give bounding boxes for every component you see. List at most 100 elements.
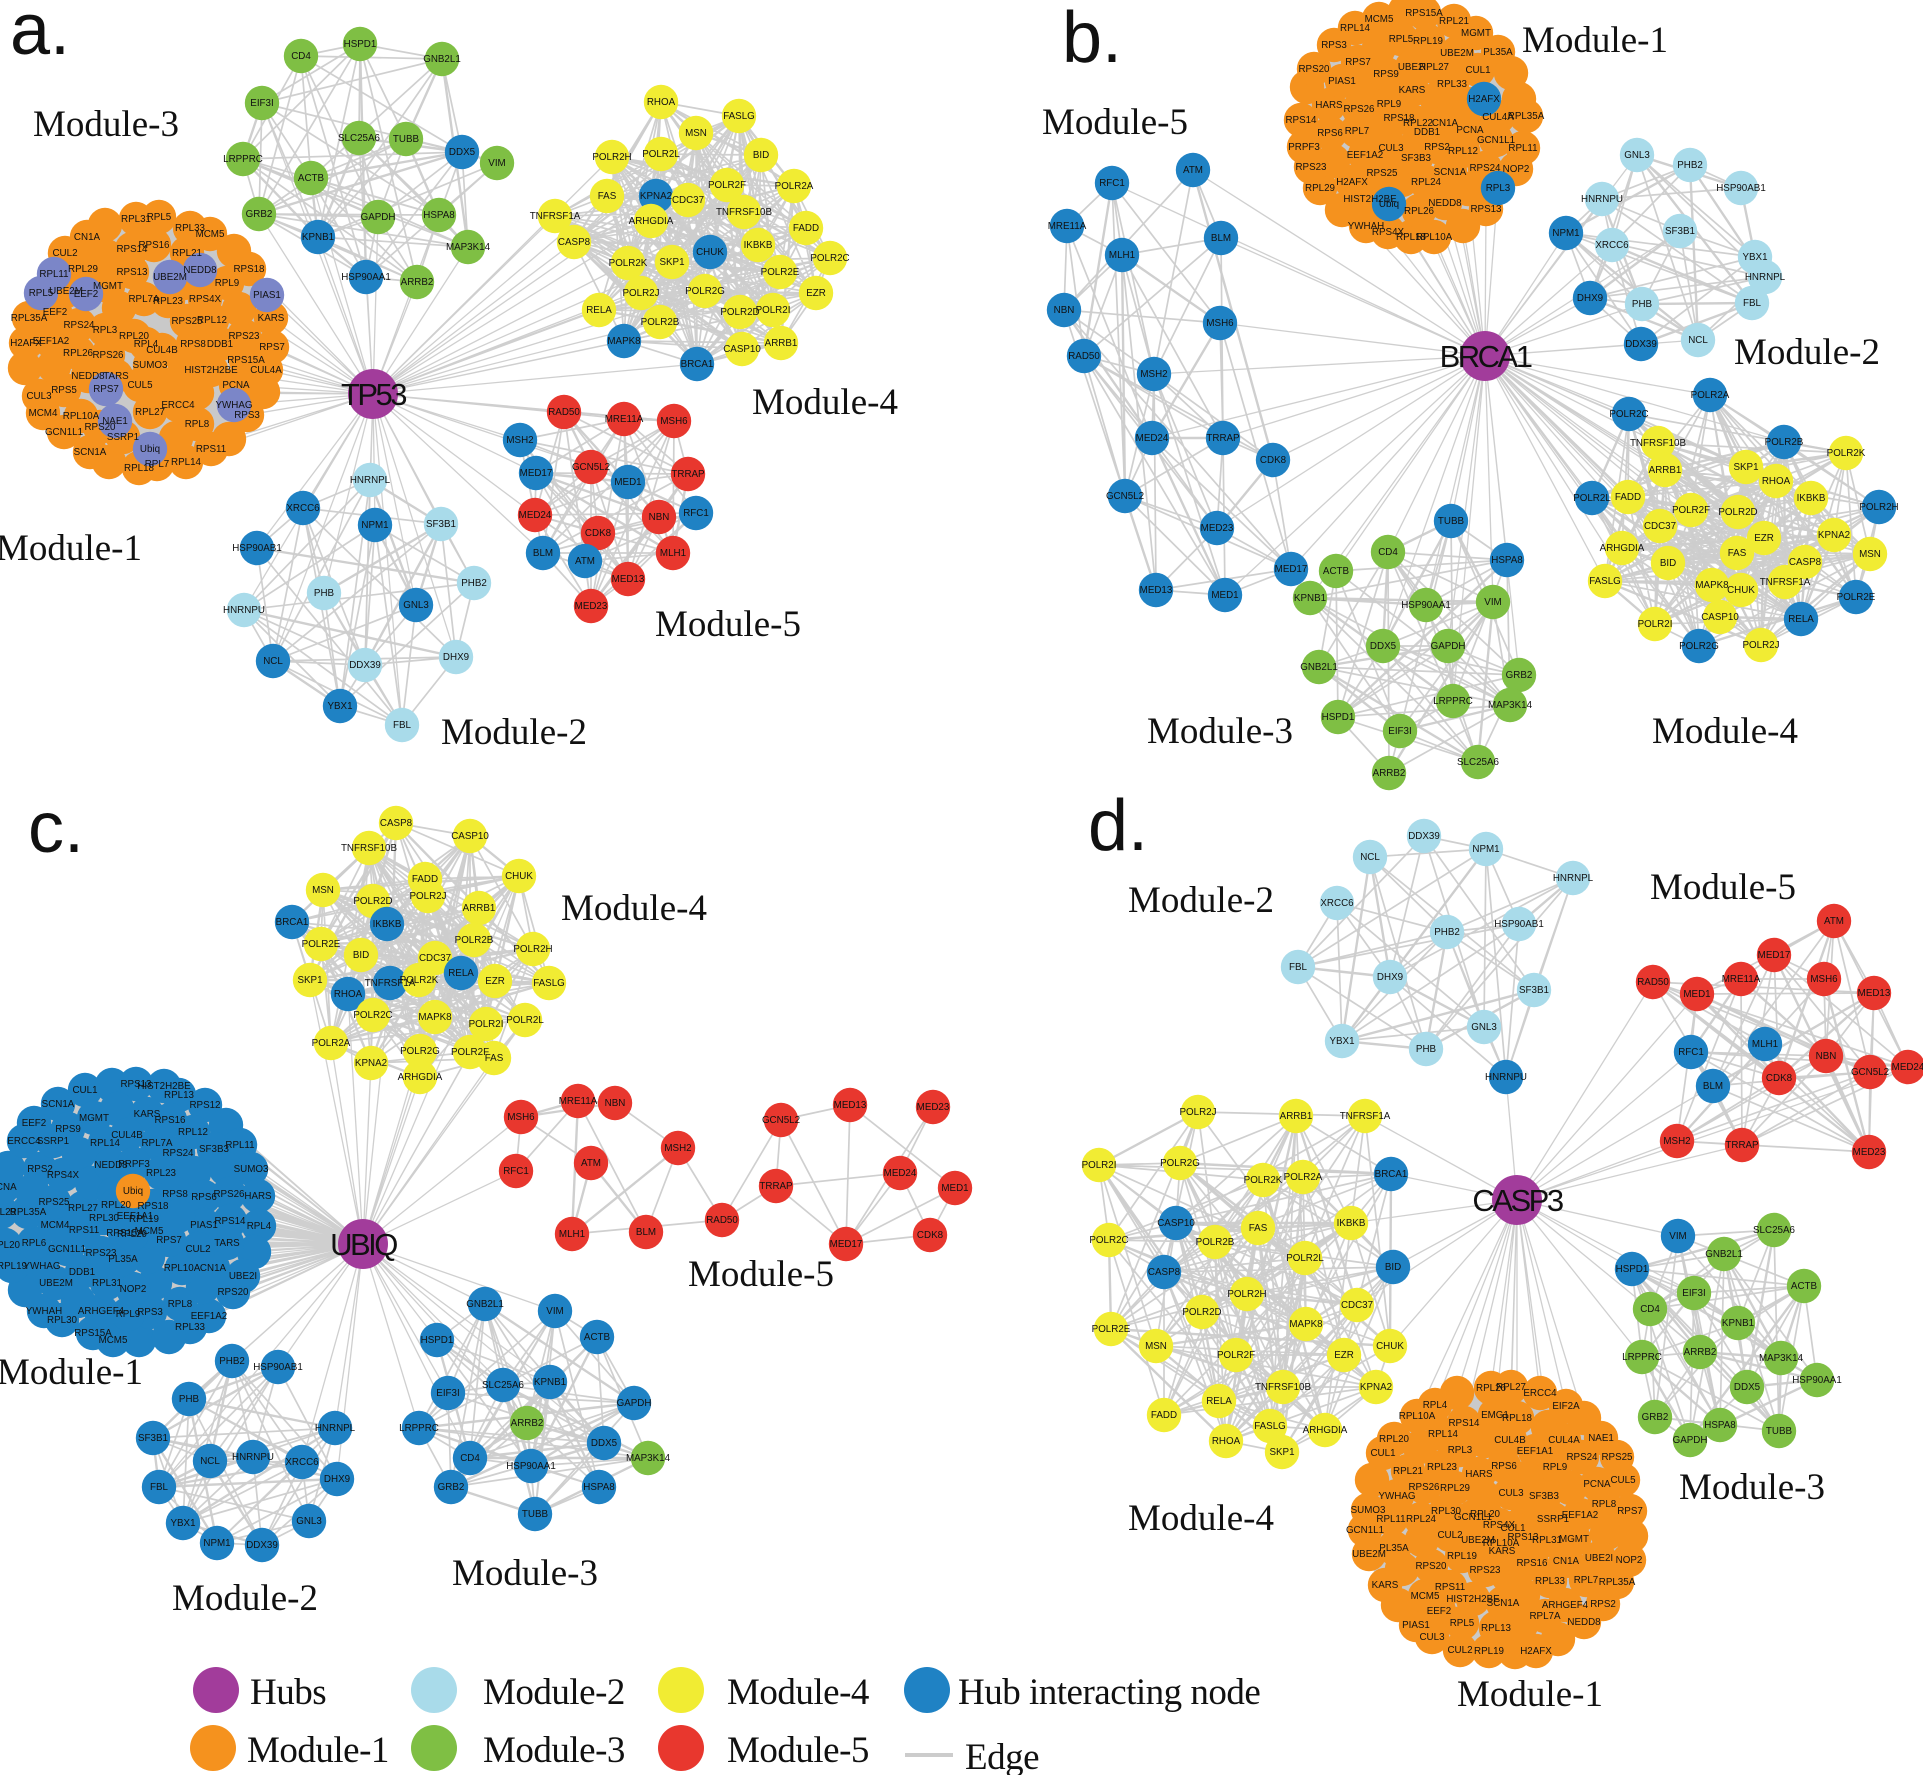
svg-text:RPL20: RPL20 <box>119 331 150 342</box>
svg-text:POLR2A: POLR2A <box>775 181 814 192</box>
svg-text:HSPA8: HSPA8 <box>1491 555 1523 566</box>
svg-text:UBE2I: UBE2I <box>229 1271 257 1282</box>
svg-text:POLR2G: POLR2G <box>1160 1158 1200 1169</box>
svg-text:MSH6: MSH6 <box>507 1112 535 1123</box>
svg-text:XRCC6: XRCC6 <box>285 1457 319 1468</box>
svg-text:HSP90AB1: HSP90AB1 <box>1494 919 1544 930</box>
svg-text:RPL7: RPL7 <box>1574 1575 1599 1586</box>
svg-text:MSH6: MSH6 <box>1810 974 1838 985</box>
svg-text:ERCC4: ERCC4 <box>1523 1388 1557 1399</box>
svg-text:TNFRSF1A: TNFRSF1A <box>1340 1111 1391 1122</box>
svg-text:CN1A: CN1A <box>200 1263 227 1274</box>
svg-text:RPL35A: RPL35A <box>1599 1577 1636 1588</box>
svg-text:BLM: BLM <box>1211 233 1231 244</box>
svg-text:RPS18: RPS18 <box>1383 113 1415 124</box>
svg-text:SLC25A6: SLC25A6 <box>1457 757 1499 768</box>
svg-text:a.: a. <box>10 0 70 70</box>
svg-text:RPL21: RPL21 <box>1439 16 1469 27</box>
svg-text:PHB2: PHB2 <box>1434 927 1460 938</box>
svg-text:EEF2: EEF2 <box>43 307 68 318</box>
svg-text:MAPK8: MAPK8 <box>1695 580 1729 591</box>
svg-text:FBL: FBL <box>1289 962 1308 973</box>
svg-text:Module-5: Module-5 <box>1650 867 1796 908</box>
svg-text:HNRNPU: HNRNPU <box>232 1452 274 1463</box>
svg-text:RPL13: RPL13 <box>1481 1623 1512 1634</box>
svg-text:GNL3: GNL3 <box>296 1516 322 1527</box>
svg-text:DDX39: DDX39 <box>246 1540 278 1551</box>
svg-text:RPS20: RPS20 <box>84 422 116 433</box>
svg-text:CUL1: CUL1 <box>1500 1523 1525 1534</box>
svg-text:MED1: MED1 <box>941 1183 968 1194</box>
svg-text:MED17: MED17 <box>520 468 553 479</box>
svg-text:PHB: PHB <box>1632 299 1653 310</box>
svg-text:RPL29: RPL29 <box>1305 183 1335 194</box>
svg-text:NBN: NBN <box>1054 305 1075 316</box>
svg-text:Module-2: Module-2 <box>441 712 587 753</box>
svg-text:TUBB: TUBB <box>393 134 420 145</box>
svg-text:NAE1: NAE1 <box>102 416 128 427</box>
svg-text:LRPPRC: LRPPRC <box>223 154 263 165</box>
svg-text:ARRB1: ARRB1 <box>463 903 496 914</box>
svg-text:FAS: FAS <box>1728 548 1747 559</box>
svg-text:Module-5: Module-5 <box>688 1254 834 1295</box>
svg-text:RPS24: RPS24 <box>1469 163 1501 174</box>
svg-text:RPL29: RPL29 <box>68 264 98 275</box>
svg-text:ACTB: ACTB <box>584 1332 611 1343</box>
svg-text:CHUK: CHUK <box>1727 585 1755 596</box>
svg-text:DDX5: DDX5 <box>1734 1382 1761 1393</box>
svg-text:Module-4: Module-4 <box>1652 711 1798 752</box>
svg-text:RHOA: RHOA <box>334 989 363 1000</box>
svg-text:HSP90AB1: HSP90AB1 <box>253 1362 303 1373</box>
svg-text:TUBB: TUBB <box>1766 1426 1793 1437</box>
svg-text:POLR2F: POLR2F <box>708 180 746 191</box>
svg-text:ARHGDIA: ARHGDIA <box>398 1072 443 1083</box>
svg-text:PHB2: PHB2 <box>219 1356 245 1367</box>
svg-text:RPL29: RPL29 <box>117 1229 147 1240</box>
svg-text:RPL7A: RPL7A <box>1529 1611 1561 1622</box>
svg-text:BRCA1: BRCA1 <box>276 917 309 928</box>
svg-text:POLR2G: POLR2G <box>1679 641 1719 652</box>
svg-text:RPS7: RPS7 <box>93 384 119 395</box>
svg-text:MED24: MED24 <box>1892 1062 1923 1073</box>
svg-text:SF3B3: SF3B3 <box>199 1144 230 1155</box>
svg-text:CUL3: CUL3 <box>1498 1488 1524 1499</box>
svg-text:RPS7: RPS7 <box>1345 57 1371 68</box>
svg-text:EZR: EZR <box>1754 533 1774 544</box>
svg-text:RPS13: RPS13 <box>1507 1532 1539 1543</box>
svg-text:MCM5: MCM5 <box>135 1226 164 1237</box>
svg-text:CUL4A: CUL4A <box>250 365 282 376</box>
svg-text:CHUK: CHUK <box>1376 1341 1404 1352</box>
svg-text:DHX9: DHX9 <box>324 1474 350 1485</box>
svg-text:CN1A: CN1A <box>1553 1556 1580 1567</box>
svg-text:TNFRSF10B: TNFRSF10B <box>1630 438 1687 449</box>
svg-text:BLM: BLM <box>1703 1081 1723 1092</box>
svg-text:POLR2H: POLR2H <box>1227 1289 1266 1300</box>
svg-text:SLC25A6: SLC25A6 <box>1753 1225 1795 1236</box>
svg-text:RPL14: RPL14 <box>171 457 202 468</box>
svg-text:MLH1: MLH1 <box>1752 1039 1778 1050</box>
svg-text:RPS4X: RPS4X <box>1483 1520 1516 1531</box>
svg-text:RAD50: RAD50 <box>1068 351 1100 362</box>
svg-text:POLR2I: POLR2I <box>1082 1160 1117 1171</box>
svg-text:CUL2: CUL2 <box>185 1244 210 1255</box>
svg-text:POLR2J: POLR2J <box>1179 1107 1216 1118</box>
svg-text:ARRB1: ARRB1 <box>765 338 798 349</box>
svg-text:RPS26: RPS26 <box>213 1189 245 1200</box>
svg-text:GNL3: GNL3 <box>1471 1022 1497 1033</box>
svg-text:ARRB2: ARRB2 <box>1684 1347 1717 1358</box>
svg-text:CASP10: CASP10 <box>723 344 761 355</box>
svg-text:MLH1: MLH1 <box>559 1229 585 1240</box>
svg-text:POLR2F: POLR2F <box>1672 505 1710 516</box>
svg-text:MED23: MED23 <box>917 1102 950 1113</box>
svg-text:HARS: HARS <box>244 1191 272 1202</box>
svg-text:KPNB1: KPNB1 <box>1722 1318 1754 1329</box>
svg-text:UBE2I: UBE2I <box>1398 62 1426 73</box>
svg-text:ACTB: ACTB <box>1791 1281 1818 1292</box>
svg-text:Module-1: Module-1 <box>0 528 142 569</box>
svg-text:CDC37: CDC37 <box>1644 521 1676 532</box>
svg-text:RPS24: RPS24 <box>162 1148 194 1159</box>
svg-text:RELA: RELA <box>586 305 612 316</box>
svg-text:ARHGDIA: ARHGDIA <box>1600 543 1645 554</box>
svg-text:DDX5: DDX5 <box>591 1438 618 1449</box>
svg-text:RFC1: RFC1 <box>683 508 709 519</box>
